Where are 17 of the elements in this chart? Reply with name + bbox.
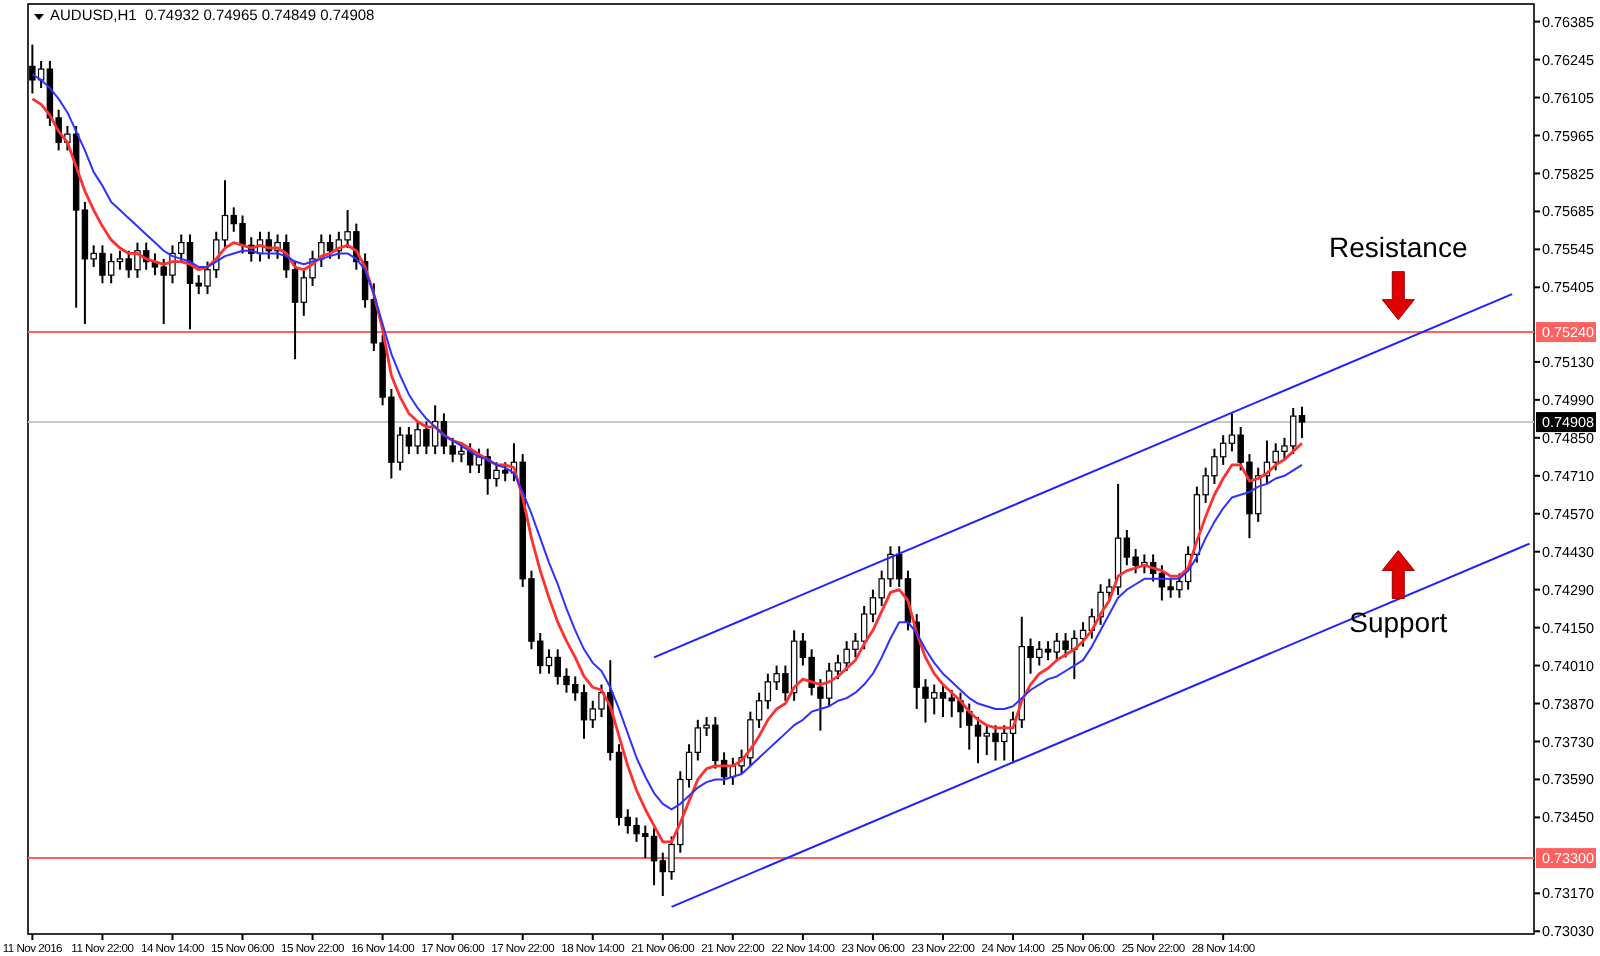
candlestick [545, 648, 553, 675]
candlestick [501, 461, 509, 483]
candlestick [1044, 640, 1052, 662]
candlestick [860, 604, 868, 651]
candlestick [326, 233, 334, 260]
candlestick [939, 683, 947, 719]
candlestick [1053, 632, 1061, 662]
candlestick [1289, 406, 1297, 456]
candlestick [1298, 405, 1306, 440]
candlestick [405, 425, 413, 456]
candlestick [974, 716, 982, 765]
candlestick [650, 827, 658, 887]
candlestick [116, 249, 124, 271]
candlestick [107, 252, 115, 285]
annotation: Support [1349, 606, 1448, 639]
annotation: Resistance [1329, 231, 1468, 264]
candlestick [580, 683, 588, 740]
